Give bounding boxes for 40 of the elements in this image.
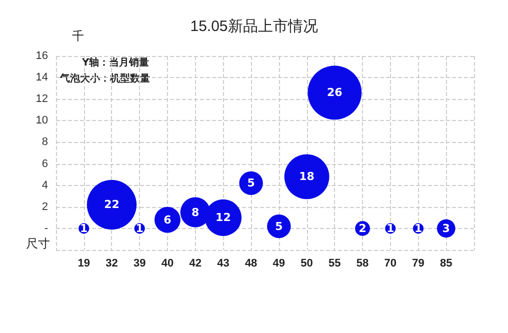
x-tick-label: 39 — [133, 258, 146, 270]
data-label: 1 — [80, 222, 88, 235]
x-tick-label: 32 — [106, 258, 118, 270]
data-label: 12 — [216, 211, 231, 224]
y-tick-label: 8 — [42, 136, 48, 148]
data-label: 18 — [299, 170, 314, 184]
x-tick-label: 19 — [78, 258, 90, 270]
y-tick-label: 2 — [42, 200, 48, 213]
x-tick-label: 85 — [440, 258, 452, 270]
x-tick-label: 50 — [300, 258, 313, 270]
y-tick-label: 10 — [36, 114, 48, 127]
data-label: 6 — [164, 213, 172, 226]
data-label: 5 — [247, 176, 255, 190]
x-tick-label: 49 — [272, 258, 286, 270]
y-tick-label: - — [44, 222, 48, 234]
y-tick-label: 4 — [42, 179, 48, 192]
data-label: 2 — [358, 222, 366, 235]
y-axis-title: 千 — [72, 29, 84, 43]
y-tick-label: 16 — [36, 50, 48, 62]
data-label: 3 — [442, 222, 450, 235]
data-label: 8 — [192, 206, 200, 219]
x-tick-label: 48 — [244, 258, 258, 270]
y-tick-label: 12 — [36, 93, 48, 106]
x-tick-label: 42 — [189, 258, 202, 270]
data-label: 1 — [136, 222, 144, 235]
x-tick-label: 40 — [161, 258, 174, 270]
data-label: 1 — [414, 222, 422, 235]
x-tick-label: 70 — [384, 258, 397, 270]
x-axis-title: 尺寸 — [26, 236, 50, 250]
y-tick-label: 6 — [42, 158, 48, 170]
x-tick-label: 79 — [412, 258, 424, 270]
y-tick-label: 14 — [36, 72, 48, 84]
chart-title: 15.05新品上市情况 — [190, 18, 318, 35]
data-label: 26 — [327, 86, 343, 100]
x-tick-label: 43 — [217, 258, 230, 270]
data-label: 5 — [275, 220, 283, 233]
x-tick-label: 58 — [356, 258, 369, 270]
data-label: 1 — [386, 222, 394, 235]
x-tick-label: 55 — [328, 258, 341, 270]
data-label: 22 — [104, 198, 120, 212]
